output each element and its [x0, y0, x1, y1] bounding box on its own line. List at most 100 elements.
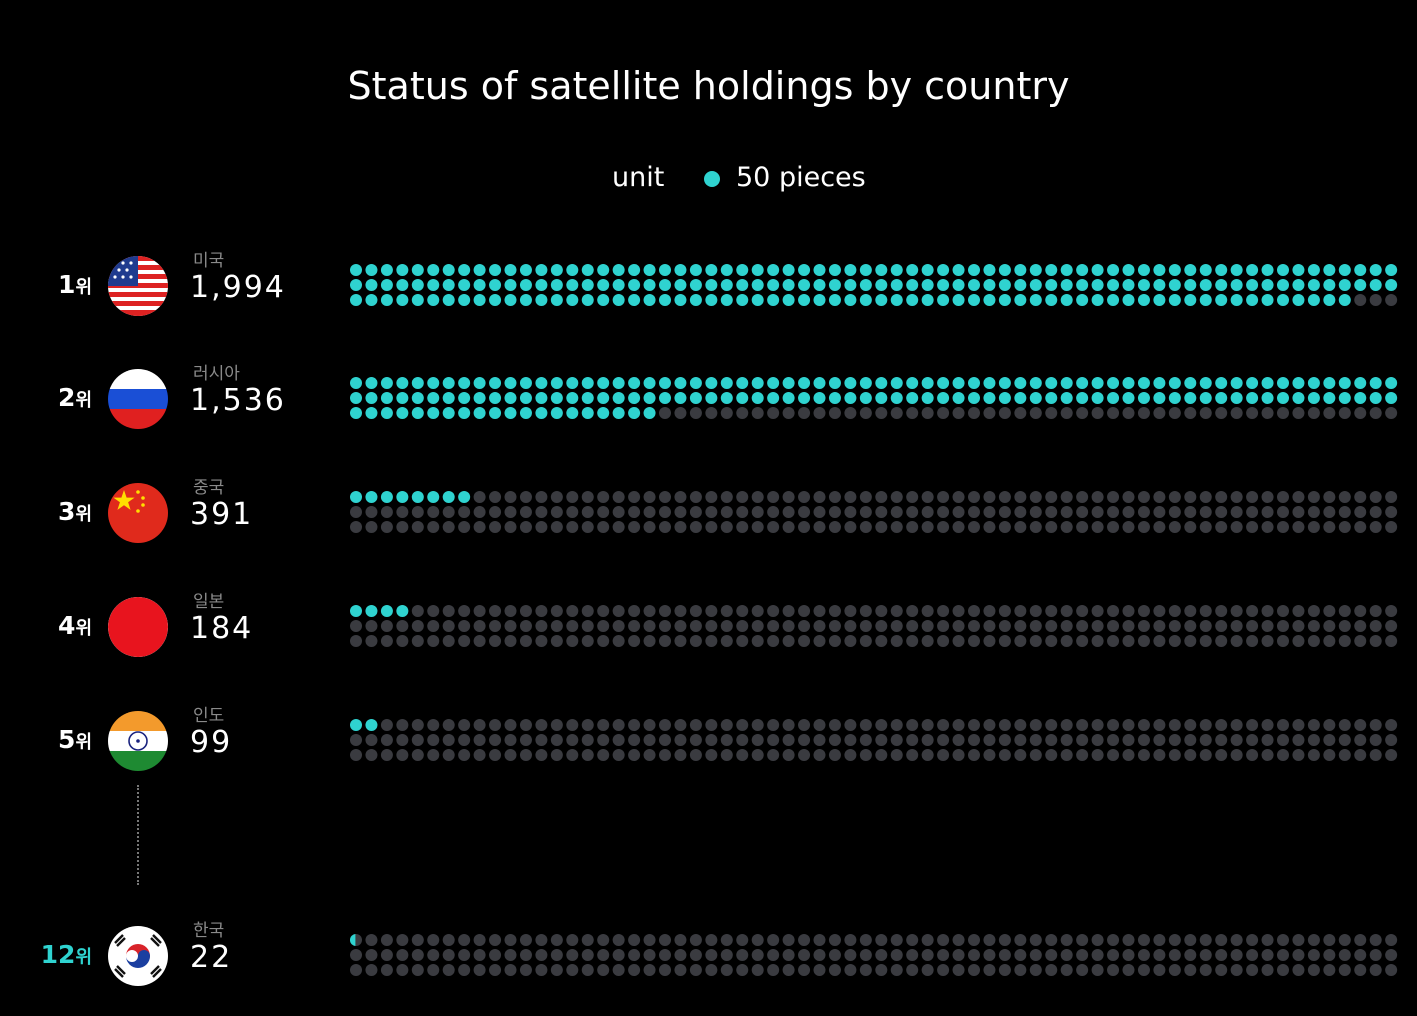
empty-dot — [643, 734, 656, 746]
empty-dot — [597, 949, 610, 961]
filled-dot — [1277, 377, 1289, 389]
empty-dot — [1153, 964, 1166, 976]
filled-dot — [813, 392, 826, 404]
country-row: 1위 미국 1,994 — [0, 251, 1417, 336]
empty-dot — [921, 506, 934, 518]
filled-dot — [473, 264, 486, 276]
empty-dot — [473, 964, 486, 976]
filled-dot — [504, 392, 517, 404]
dot-matrix — [350, 491, 1398, 533]
empty-dot — [1153, 620, 1166, 632]
empty-dot — [519, 491, 532, 503]
dot-matrix — [350, 605, 1398, 647]
empty-dot — [350, 635, 362, 647]
empty-dot — [1045, 521, 1058, 533]
empty-dot — [1292, 719, 1305, 731]
filled-dot — [1292, 279, 1305, 291]
filled-dot — [1014, 264, 1027, 276]
filled-dot — [952, 377, 965, 389]
empty-dot — [1168, 934, 1181, 946]
empty-dot — [983, 605, 996, 617]
filled-dot — [566, 279, 579, 291]
filled-dot — [1246, 392, 1259, 404]
empty-dot — [519, 635, 532, 647]
filled-dot — [396, 377, 409, 389]
filled-dot — [411, 407, 424, 419]
filled-dot — [519, 264, 532, 276]
empty-dot — [689, 521, 702, 533]
filled-dot — [828, 294, 841, 306]
filled-dot — [1029, 264, 1042, 276]
filled-dot — [859, 392, 872, 404]
partial-filled-dot — [350, 934, 356, 946]
filled-dot — [906, 264, 919, 276]
empty-dot — [674, 605, 687, 617]
empty-dot — [350, 749, 362, 761]
empty-dot — [813, 949, 826, 961]
empty-dot — [767, 934, 780, 946]
filled-dot — [1153, 294, 1166, 306]
empty-dot — [473, 734, 486, 746]
filled-dot — [380, 605, 393, 617]
empty-dot — [705, 620, 718, 632]
empty-dot — [890, 620, 903, 632]
filled-dot — [782, 392, 795, 404]
empty-dot — [581, 719, 594, 731]
empty-dot — [1076, 749, 1089, 761]
empty-dot — [1385, 407, 1398, 419]
empty-dot — [489, 605, 502, 617]
empty-dot — [890, 964, 903, 976]
empty-dot — [937, 620, 950, 632]
filled-dot — [952, 294, 965, 306]
empty-dot — [1354, 294, 1367, 306]
legend-unit-label: unit — [612, 162, 665, 193]
filled-dot — [628, 294, 641, 306]
empty-dot — [875, 964, 888, 976]
empty-dot — [674, 521, 687, 533]
empty-dot — [875, 719, 888, 731]
empty-dot — [1323, 749, 1336, 761]
empty-dot — [1292, 749, 1305, 761]
empty-dot — [952, 734, 965, 746]
empty-dot — [875, 491, 888, 503]
empty-dot — [1199, 491, 1212, 503]
filled-dot — [751, 377, 764, 389]
empty-dot — [1137, 605, 1150, 617]
filled-dot — [365, 407, 378, 419]
empty-dot — [659, 521, 671, 533]
empty-dot — [720, 506, 733, 518]
empty-dot — [365, 521, 378, 533]
empty-dot — [365, 964, 378, 976]
empty-dot — [643, 964, 656, 976]
empty-dot — [1338, 635, 1351, 647]
filled-dot — [597, 279, 610, 291]
filled-dot — [597, 377, 610, 389]
empty-dot — [705, 734, 718, 746]
empty-dot — [581, 635, 594, 647]
filled-dot — [921, 279, 934, 291]
empty-dot — [1230, 506, 1243, 518]
empty-dot — [1060, 605, 1073, 617]
empty-dot — [798, 949, 811, 961]
empty-dot — [906, 734, 919, 746]
empty-dot — [411, 635, 424, 647]
empty-dot — [1153, 749, 1166, 761]
filled-dot — [705, 392, 718, 404]
empty-dot — [1369, 605, 1382, 617]
empty-dot — [489, 521, 502, 533]
empty-dot — [489, 964, 502, 976]
empty-dot — [813, 934, 826, 946]
empty-dot — [489, 719, 502, 731]
filled-dot — [1307, 377, 1320, 389]
empty-dot — [1045, 719, 1058, 731]
empty-dot — [612, 749, 625, 761]
empty-dot — [1354, 964, 1367, 976]
empty-dot — [1060, 949, 1073, 961]
empty-dot — [1307, 605, 1320, 617]
empty-dot — [798, 719, 811, 731]
filled-dot — [952, 392, 965, 404]
empty-dot — [1091, 635, 1104, 647]
empty-dot — [859, 719, 872, 731]
filled-dot — [736, 294, 749, 306]
filled-dot — [844, 377, 857, 389]
